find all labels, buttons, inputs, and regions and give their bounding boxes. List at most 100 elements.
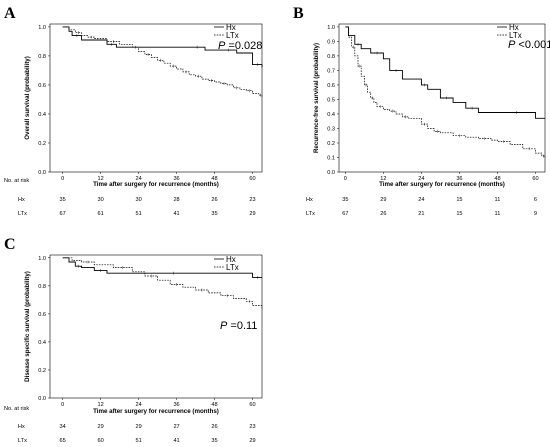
p-value-number: =0.028: [225, 40, 262, 52]
p-value: P =0.11: [220, 320, 257, 332]
x-tick-label: 12: [380, 176, 386, 182]
series-line-ltx: [345, 26, 546, 158]
risk-count: 41: [173, 211, 179, 217]
x-tick-label: 48: [494, 176, 500, 182]
y-tick-label: 0.5: [327, 97, 335, 103]
risk-count: 15: [456, 211, 462, 217]
risk-table-title: No. at risk: [4, 406, 29, 412]
risk-table-title: No. at risk: [4, 178, 29, 184]
risk-count: 11: [495, 211, 501, 217]
x-tick-label: 0: [61, 402, 64, 408]
risk-count: 30: [98, 197, 104, 203]
risk-count: 51: [135, 211, 141, 217]
x-tick-label: 0: [61, 176, 64, 182]
p-value-symbol: P: [218, 40, 226, 52]
risk-row-label: LTx: [18, 438, 27, 444]
p-value-symbol: P: [508, 39, 516, 51]
x-tick-label: 36: [173, 402, 179, 408]
risk-count: 6: [534, 197, 537, 203]
y-tick-label: 0.8: [38, 284, 46, 290]
risk-count: 29: [380, 197, 386, 203]
legend-entry-ltx: LTx: [226, 31, 239, 40]
risk-row-label: LTx: [18, 211, 27, 217]
risk-count: 35: [211, 211, 217, 217]
plot-frame: [338, 23, 546, 173]
y-tick-label: 1.0: [38, 25, 46, 31]
y-tick-label: 1.0: [38, 256, 46, 262]
panel-letter: B: [293, 5, 304, 22]
risk-count: 61: [98, 211, 104, 217]
risk-row-label: Hx: [18, 424, 25, 430]
plot-frame: [49, 254, 263, 399]
panel-b: B 0.0 0.1 0.2 0.3 0.4 0.5 0.6 0.7 0.8 0.9 1.0 0 12 24 3…: [293, 5, 550, 217]
risk-count: 67: [342, 211, 348, 217]
y-tick-label: 0.0: [327, 170, 335, 176]
x-tick-label: 24: [135, 402, 141, 408]
y-tick-label: 1.0: [327, 25, 335, 31]
risk-count: 23: [249, 197, 255, 203]
legend-entry-hx: Hx: [226, 255, 236, 264]
x-tick-label: 0: [344, 176, 347, 182]
x-tick-label: 48: [211, 176, 217, 182]
x-tick-label: 60: [532, 176, 538, 182]
legend-entry-hx: Hx: [509, 23, 519, 32]
x-tick-label: 36: [456, 176, 462, 182]
series-line-hx: [345, 26, 545, 119]
panel-letter: C: [4, 236, 16, 253]
y-tick-label: 0.4: [38, 112, 46, 118]
y-tick-label: 0.8: [327, 54, 335, 60]
y-tick-label: 0.6: [38, 83, 46, 89]
risk-count: 34: [60, 424, 66, 430]
x-axis-title: Time after surgery for recurrence (month…: [93, 181, 219, 188]
risk-count: 29: [249, 438, 255, 444]
plot-frame: [49, 23, 263, 173]
x-tick-label: 60: [249, 402, 255, 408]
risk-count: 65: [60, 438, 66, 444]
risk-count: 26: [211, 197, 217, 203]
y-axis-title: Disease specific survival (probability): [24, 271, 31, 382]
risk-row-label: LTx: [306, 211, 315, 217]
x-tick-label: 12: [98, 176, 104, 182]
risk-row-label: Hx: [306, 197, 313, 203]
legend-entry-hx: Hx: [226, 23, 236, 32]
y-tick-label: 0.7: [327, 68, 335, 74]
y-tick-label: 0.9: [327, 39, 335, 45]
y-axis-title: Overall survival (probability): [24, 56, 31, 140]
risk-count: 67: [60, 211, 66, 217]
risk-count: 60: [98, 438, 104, 444]
series-line-hx: [62, 26, 263, 68]
y-tick-label: 0.0: [38, 170, 46, 176]
risk-count: 26: [211, 424, 217, 430]
risk-count: 9: [534, 211, 537, 217]
y-tick-label: 0.2: [38, 141, 46, 147]
y-axis-title: Recurrence-free survival (probability): [313, 43, 320, 153]
y-tick-label: 0.1: [327, 155, 335, 161]
risk-count: 29: [98, 424, 104, 430]
risk-count: 35: [211, 438, 217, 444]
risk-count: 51: [135, 438, 141, 444]
risk-count: 29: [249, 211, 255, 217]
p-value: P <0.001: [508, 39, 550, 51]
p-value-number: =0.11: [227, 320, 257, 332]
y-tick-label: 0.4: [38, 340, 46, 346]
y-tick-label: 0.4: [327, 112, 335, 118]
series-line-hx: [62, 257, 262, 278]
risk-count: 15: [456, 197, 462, 203]
y-tick-label: 0.8: [38, 54, 46, 60]
p-value-symbol: P: [220, 320, 228, 332]
risk-count: 23: [249, 424, 255, 430]
y-tick-label: 0.6: [327, 83, 335, 89]
p-value: P =0.028: [218, 40, 262, 52]
x-tick-label: 60: [249, 176, 255, 182]
risk-count: 35: [60, 197, 66, 203]
y-tick-label: 0.3: [327, 126, 335, 132]
risk-count: 35: [342, 197, 348, 203]
risk-count: 21: [418, 211, 424, 217]
risk-count: 30: [135, 197, 141, 203]
x-axis-title: Time after surgery for recurrence (month…: [379, 181, 505, 188]
y-tick-label: 0.2: [38, 368, 46, 374]
panel-a: A 0.0 0.2 0.4 0.6 0.8 1.0 0 12 24 36 48 60 Overall su…: [4, 5, 263, 217]
risk-count: 27: [173, 424, 179, 430]
legend-entry-ltx: LTx: [226, 263, 239, 272]
